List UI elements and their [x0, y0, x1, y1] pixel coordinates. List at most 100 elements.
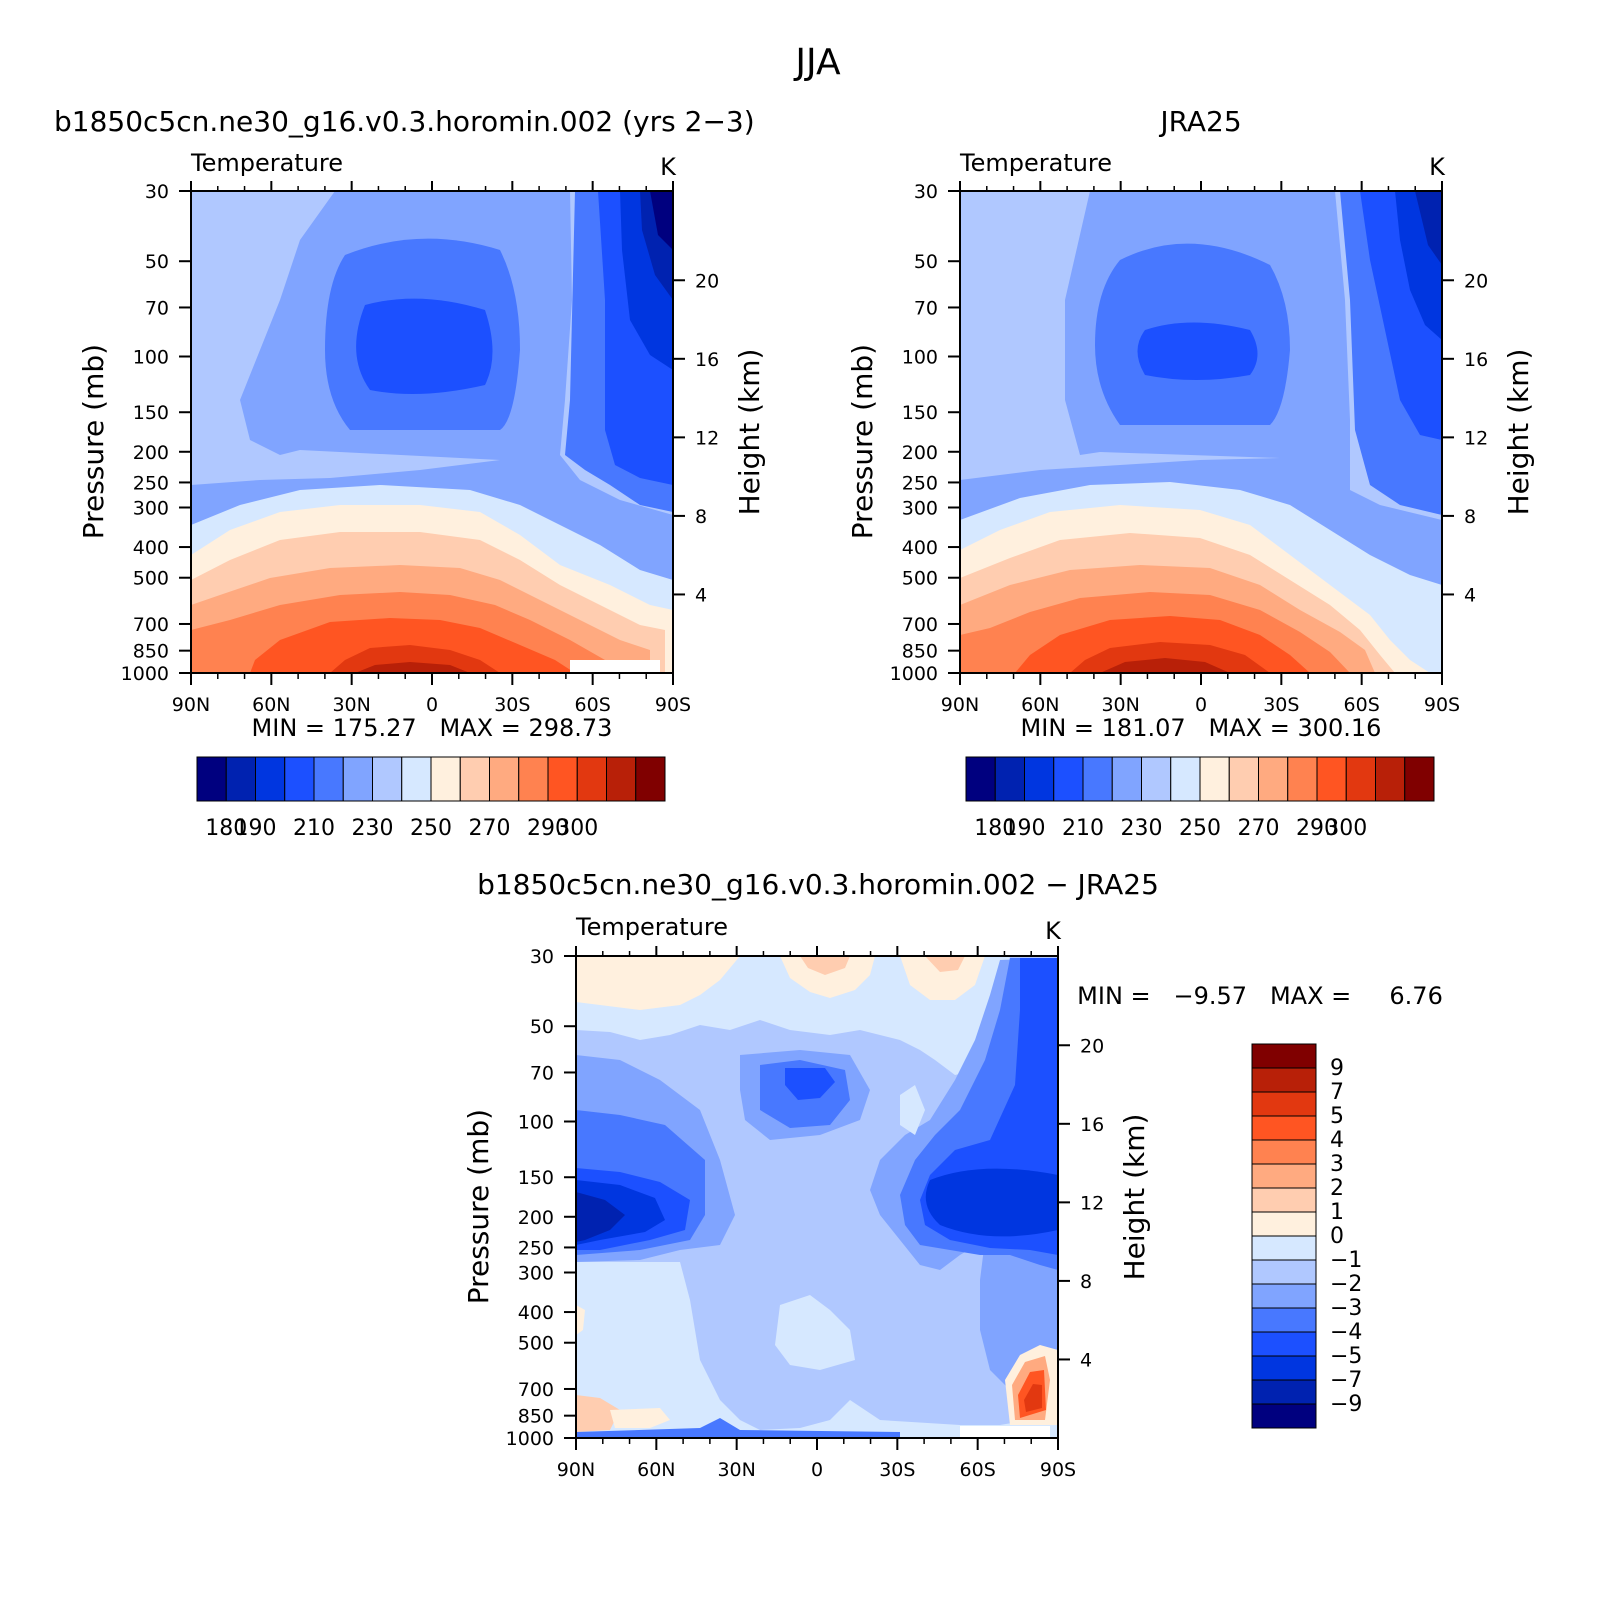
y-tick-label: 300: [133, 498, 169, 520]
y-tick-label: 500: [133, 568, 169, 590]
colorbar-label: 1: [1330, 1200, 1344, 1225]
panel-model-stats: MIN = 175.27 MAX = 298.73: [252, 714, 613, 742]
panel-difference-axes: 3050701001502002503004005007008501000Pre…: [462, 946, 1151, 1481]
panel-model: b1850c5cn.ne30_g16.v0.3.horomin.002 (yrs…: [54, 105, 766, 841]
y-tick-label: 100: [133, 346, 169, 368]
field-band-minus1-lower: [576, 1262, 1058, 1438]
colorbar-box: [1024, 756, 1055, 802]
x-tick-label: 30N: [332, 694, 370, 716]
colorbar-label: 190: [235, 816, 277, 841]
panel-difference-stats: MIN = −9.57 MAX = 6.76: [1077, 982, 1443, 1010]
y-tick-label: 400: [518, 1302, 554, 1324]
panel-difference-title: b1850c5cn.ne30_g16.v0.3.horomin.002 − JR…: [477, 868, 1159, 901]
colorbar-label: 290: [1296, 816, 1338, 841]
colorbar-label: 230: [1121, 816, 1163, 841]
colorbar-box: [401, 756, 432, 802]
x-tick-label: 0: [1195, 694, 1207, 716]
y-tick-label: 50: [914, 251, 938, 273]
colorbar-label: 3: [1330, 1152, 1344, 1177]
panel-reanalysis-variable: Temperature: [959, 149, 1112, 177]
field-band-200: [1137, 322, 1258, 380]
colorbar-label: −5: [1330, 1344, 1362, 1369]
colorbar-label: 210: [1062, 816, 1104, 841]
colorbar-box: [255, 756, 286, 802]
colorbar-box: [547, 756, 578, 802]
colorbar-box: [1228, 756, 1259, 802]
field-missing: [570, 660, 660, 673]
panel-reanalysis-axes: 3050701001502002503004005007008501000Pre…: [846, 181, 1535, 716]
y-tick-label: 1000: [121, 663, 169, 685]
height-tick-label: 4: [1464, 584, 1476, 606]
panel-model-axes: 3050701001502002503004005007008501000Pre…: [77, 181, 766, 716]
colorbar-label: 300: [1325, 816, 1367, 841]
colorbar-label: 5: [1330, 1104, 1344, 1129]
field-band-sh-180: [1415, 191, 1442, 265]
y-tick-label: 100: [902, 346, 938, 368]
x-tick-label: 30S: [494, 694, 530, 716]
height-tick-label: 12: [1464, 427, 1488, 449]
y-tick-label: 50: [530, 1016, 554, 1038]
field-band-minus4-surface: [576, 1418, 900, 1438]
field-band-1-top-right: [925, 956, 965, 972]
panel-reanalysis-stats: MIN = 181.07 MAX = 300.16: [1021, 714, 1382, 742]
y-tick-label: 500: [518, 1333, 554, 1355]
field-band-minus1-sliver: [900, 1085, 925, 1135]
colorbar-box: [1082, 756, 1113, 802]
colorbar-label: −4: [1330, 1320, 1362, 1345]
y-tick-label: 700: [902, 614, 938, 636]
y-tick-label: 150: [902, 402, 938, 424]
height-tick-label: 16: [1464, 349, 1488, 371]
colorbar-label: −2: [1330, 1272, 1362, 1297]
panel-reanalysis: JRA25 Temperature K 30507010015020025030…: [846, 105, 1535, 841]
colorbar-box: [1251, 1259, 1317, 1285]
field-band-300: [1100, 658, 1230, 673]
colorbar-box: [1287, 756, 1318, 802]
y-tick-label: 50: [145, 251, 169, 273]
field-band-300: [355, 662, 470, 673]
panel-model-variable: Temperature: [190, 149, 343, 177]
colorbar-label: 180: [974, 816, 1016, 841]
y2-axis-label: Height (km): [1502, 349, 1535, 516]
y-tick-label: 1000: [506, 1428, 554, 1450]
x-tick-label: 60N: [637, 1459, 675, 1481]
y-tick-label: 850: [518, 1406, 554, 1428]
x-tick-label: 90N: [941, 694, 979, 716]
y-tick-label: 70: [145, 297, 169, 319]
x-tick-label: 60N: [252, 694, 290, 716]
y2-axis-label: Height (km): [1118, 1114, 1151, 1281]
x-tick-label: 30S: [1263, 694, 1299, 716]
colorbar-label: 290: [527, 816, 569, 841]
colorbar-label: 190: [1004, 816, 1046, 841]
colorbar-box: [313, 756, 344, 802]
colorbar-box: [1251, 1043, 1317, 1069]
x-tick-label: 60S: [575, 694, 611, 716]
y-axis-label: Pressure (mb): [77, 344, 110, 539]
y-tick-label: 100: [518, 1111, 554, 1133]
panel-reanalysis-field: [960, 191, 1442, 673]
panel-reanalysis-units: K: [1429, 153, 1446, 181]
colorbar-box: [1251, 1139, 1317, 1165]
y-tick-label: 200: [902, 442, 938, 464]
colorbar-box: [196, 756, 227, 802]
field-band-minus7-sh: [925, 1168, 1058, 1237]
x-tick-label: 90S: [1040, 1459, 1076, 1481]
y-tick-label: 400: [902, 537, 938, 559]
colorbar-box: [576, 756, 607, 802]
field-band-minus1-mid: [775, 1295, 855, 1370]
y-tick-label: 250: [133, 472, 169, 494]
field-band-0-nh-low: [610, 1408, 670, 1428]
colorbar-label: −3: [1330, 1296, 1362, 1321]
x-tick-label: 90N: [172, 694, 210, 716]
colorbar-box: [225, 756, 256, 802]
panel-difference-units: K: [1045, 917, 1062, 945]
colorbar-box: [1251, 1211, 1317, 1237]
height-tick-label: 12: [695, 427, 719, 449]
colorbar-label: 270: [469, 816, 511, 841]
colorbar-box: [1251, 1283, 1317, 1309]
colorbar-box: [635, 756, 666, 802]
colorbar-box: [1251, 1355, 1317, 1381]
y-tick-label: 700: [133, 614, 169, 636]
colorbar-box: [994, 756, 1025, 802]
colorbar-box: [430, 756, 461, 802]
